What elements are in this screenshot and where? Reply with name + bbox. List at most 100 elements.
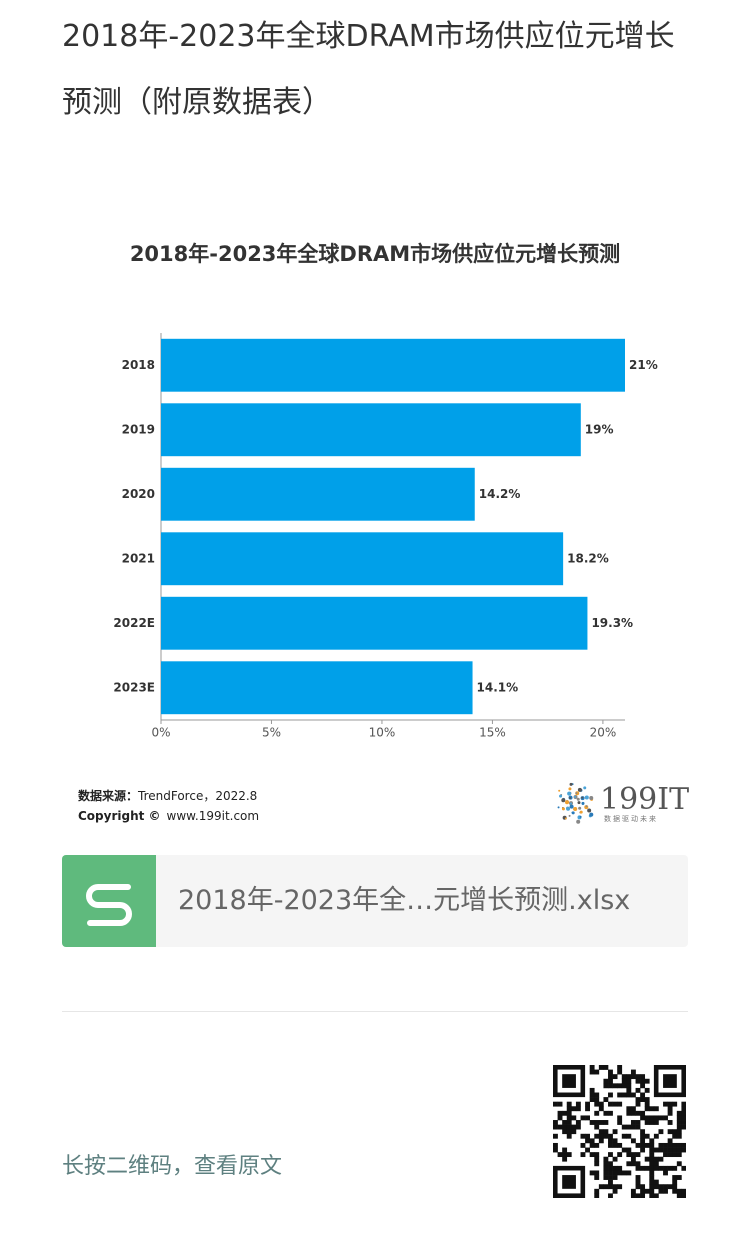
qr-module xyxy=(589,1138,595,1144)
qr-module xyxy=(553,1147,558,1153)
qr-module xyxy=(566,1133,572,1139)
qr-module xyxy=(663,1170,668,1176)
qr-module xyxy=(626,1170,632,1176)
qr-module xyxy=(649,1179,655,1185)
qr-module xyxy=(585,1138,590,1144)
qr-module xyxy=(621,1092,627,1098)
qr-module xyxy=(672,1179,678,1185)
qr-module xyxy=(617,1184,623,1190)
qr-module xyxy=(626,1078,632,1084)
qr-module xyxy=(589,1087,595,1093)
qr-module xyxy=(672,1147,678,1153)
qr-module xyxy=(594,1152,600,1158)
qr-module xyxy=(608,1142,613,1148)
qr-module xyxy=(667,1152,673,1158)
qr-module xyxy=(644,1165,650,1171)
qr-module xyxy=(621,1083,627,1089)
qr-module xyxy=(617,1092,623,1098)
qr-module xyxy=(566,1129,572,1135)
logo-dot xyxy=(568,814,571,817)
qr-module xyxy=(649,1142,655,1148)
qr-module xyxy=(640,1165,646,1171)
qr-module xyxy=(603,1165,609,1171)
qr-module xyxy=(653,1120,659,1125)
qr-module xyxy=(630,1092,636,1098)
qr-module xyxy=(640,1097,646,1102)
qr-module xyxy=(649,1106,655,1112)
qr-module xyxy=(553,1124,558,1130)
qr-module xyxy=(672,1129,678,1135)
value-label: 19% xyxy=(585,422,614,436)
qr-module xyxy=(594,1092,600,1098)
qr-module xyxy=(667,1101,673,1107)
qr-module xyxy=(608,1074,613,1080)
qr-module xyxy=(626,1106,632,1112)
qr-module xyxy=(589,1092,595,1098)
qr-module xyxy=(566,1115,572,1121)
logo-slogan: 数据驱动未来 xyxy=(604,814,658,823)
qr-module xyxy=(667,1165,673,1171)
qr-module xyxy=(635,1152,641,1158)
y-tick-label: 2019 xyxy=(122,422,155,436)
qr-module xyxy=(672,1152,678,1158)
qr-module xyxy=(681,1110,686,1116)
qr-module xyxy=(557,1152,563,1158)
qr-module xyxy=(571,1124,577,1130)
file-icon xyxy=(62,855,156,947)
qr-module xyxy=(640,1138,646,1144)
qr-module xyxy=(612,1184,618,1190)
bar xyxy=(161,532,564,586)
qr-finder xyxy=(562,1074,576,1088)
qr-code[interactable] xyxy=(553,1065,686,1198)
qr-module xyxy=(658,1184,664,1190)
qr-module xyxy=(640,1110,646,1116)
qr-module xyxy=(612,1170,618,1176)
logo-dot xyxy=(579,815,582,818)
qr-module xyxy=(589,1097,595,1102)
qr-module xyxy=(589,1170,595,1176)
logo-dot xyxy=(581,801,585,805)
qr-module xyxy=(621,1074,627,1080)
qr-module xyxy=(626,1124,632,1130)
qr-module xyxy=(663,1188,668,1194)
qr-module xyxy=(626,1092,632,1098)
qr-module xyxy=(653,1165,659,1171)
qr-module xyxy=(575,1120,581,1125)
qr-module xyxy=(626,1074,632,1080)
logo-dot xyxy=(570,802,573,805)
qr-module xyxy=(672,1175,678,1180)
qr-module xyxy=(663,1142,668,1148)
qr-module xyxy=(681,1120,686,1125)
bar xyxy=(161,403,581,457)
logo-dot xyxy=(559,794,563,798)
qr-module xyxy=(608,1069,613,1075)
qr-module xyxy=(653,1193,659,1198)
qr-module xyxy=(589,1069,595,1075)
qr-module xyxy=(681,1115,686,1121)
qr-module xyxy=(630,1156,636,1162)
logo-dot xyxy=(566,806,571,811)
qr-module xyxy=(608,1110,613,1116)
qr-module xyxy=(644,1133,650,1139)
qr-module xyxy=(608,1092,613,1098)
qr-module xyxy=(598,1106,604,1112)
chart: 2018年-2023年全球DRAM市场供应位元增长预测 数据来源：TrendFo… xyxy=(78,242,689,824)
qr-module xyxy=(617,1142,623,1148)
qr-module xyxy=(635,1074,641,1080)
qr-module xyxy=(640,1083,646,1089)
logo-dot xyxy=(567,791,572,796)
qr-module xyxy=(557,1110,563,1116)
qr-module xyxy=(553,1101,558,1107)
qr-module xyxy=(635,1175,641,1180)
y-tick-label: 2023E xyxy=(113,680,155,694)
qr-module xyxy=(598,1184,604,1190)
qr-module xyxy=(658,1115,664,1121)
qr-module xyxy=(649,1156,655,1162)
qr-module xyxy=(608,1184,613,1190)
qr-module xyxy=(594,1170,600,1176)
qr-module xyxy=(608,1175,613,1180)
source-value: TrendForce，2022.8 xyxy=(137,789,257,803)
file-icon-s xyxy=(86,884,132,926)
qr-module xyxy=(617,1101,623,1107)
file-attachment[interactable]: 2018年-2023年全…元增长预测.xlsx xyxy=(62,855,688,947)
